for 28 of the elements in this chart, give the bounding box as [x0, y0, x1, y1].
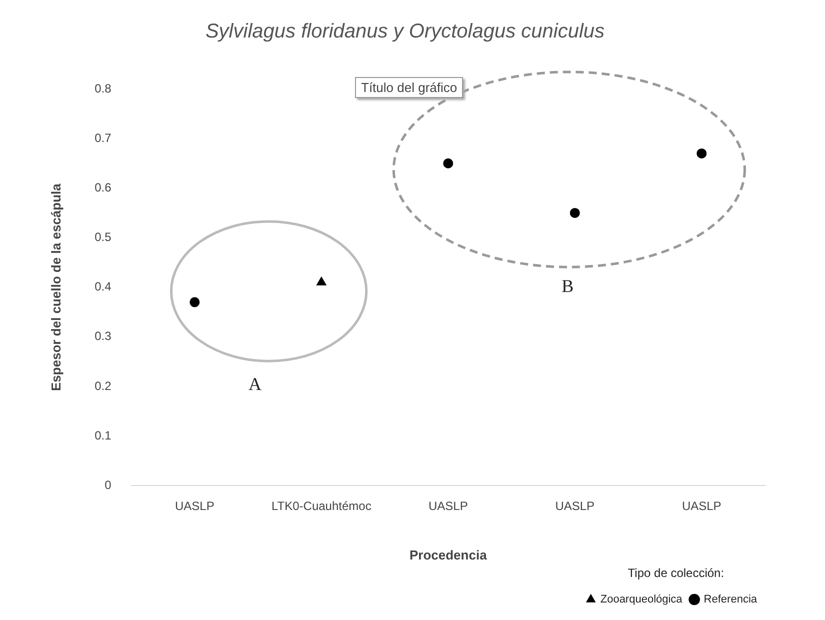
annotation: A [248, 374, 262, 396]
x-tick-label: UASLP [682, 499, 722, 514]
y-tick-label: 0.7 [94, 130, 112, 145]
x-tick-label: UASLP [555, 499, 595, 514]
y-tick-label: 0.1 [94, 428, 112, 442]
legend-label: Zooarqueológica [600, 594, 684, 606]
legend-title: Tipo de colección: [628, 566, 724, 580]
annotation: B [562, 276, 574, 297]
x-axis-title: Procedencia [409, 547, 488, 562]
annotation: Título del gráfico [355, 77, 464, 98]
y-tick-label: 0.3 [94, 329, 112, 344]
y-tick-label: 0.2 [94, 378, 112, 393]
point [696, 148, 707, 158]
y-axis-title: Espesor del cuello de la escápula [48, 182, 64, 391]
y-tick-label: 0.4 [94, 280, 112, 294]
x-tick-label: LTK0-Cuauhtémoc [271, 499, 372, 514]
point [570, 208, 580, 218]
chart-title: Sylvilagus floridanus y Oryctolagus cuniculus [205, 20, 605, 43]
y-tick-label: 0.5 [94, 230, 112, 244]
point [190, 297, 200, 308]
x-tick-label: UASLP [174, 499, 214, 514]
y-tick-label: 0.8 [94, 81, 112, 96]
point [443, 158, 454, 168]
y-tick-label: 0.6 [94, 180, 112, 194]
y-tick-label: 0 [104, 478, 112, 492]
point [316, 276, 327, 286]
legend-label: Referencia [704, 594, 758, 606]
x-tick-label: UASLP [428, 499, 468, 514]
